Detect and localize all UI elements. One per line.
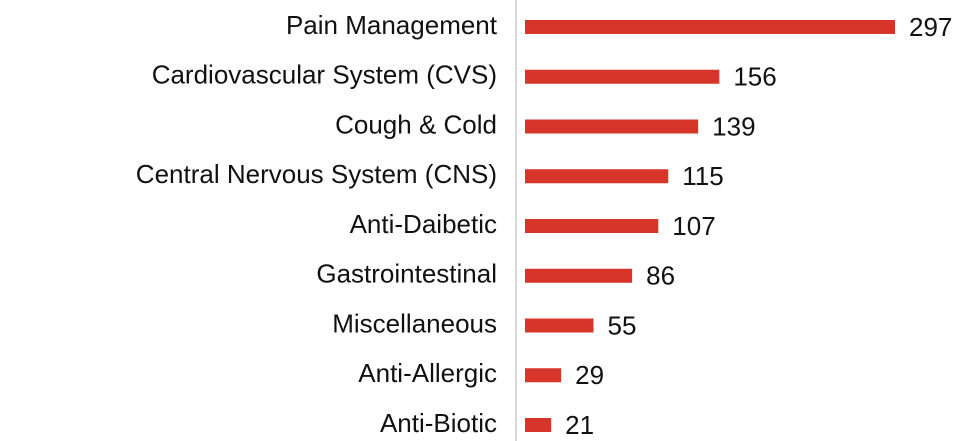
bar bbox=[525, 69, 720, 84]
bar bbox=[525, 219, 659, 233]
bar bbox=[525, 119, 699, 134]
bar bbox=[525, 318, 594, 333]
value-label: 21 bbox=[565, 410, 594, 440]
value-label: 107 bbox=[672, 211, 715, 241]
bar bbox=[525, 418, 552, 432]
category-label: Cough & Cold bbox=[335, 109, 497, 139]
category-label: Cardiovascular System (CVS) bbox=[152, 60, 497, 90]
category-label: Miscellaneous bbox=[332, 308, 497, 338]
value-label: 139 bbox=[712, 111, 755, 141]
category-label: Gastrointestinal bbox=[316, 259, 497, 289]
value-label: 29 bbox=[575, 360, 604, 390]
category-label: Anti-Daibetic bbox=[350, 209, 497, 239]
value-label: 86 bbox=[646, 261, 675, 291]
category-label: Anti-Biotic bbox=[380, 408, 497, 438]
bar bbox=[525, 268, 633, 283]
category-label: Pain Management bbox=[286, 10, 498, 40]
category-label: Anti-Allergic bbox=[358, 358, 497, 388]
bar bbox=[525, 169, 669, 184]
value-label: 115 bbox=[682, 161, 723, 191]
value-label: 156 bbox=[733, 62, 776, 92]
bar bbox=[525, 20, 895, 34]
value-label: 55 bbox=[608, 310, 637, 340]
category-label: Central Nervous System (CNS) bbox=[136, 159, 497, 189]
value-label: 297 bbox=[909, 12, 952, 42]
bar bbox=[525, 368, 562, 383]
